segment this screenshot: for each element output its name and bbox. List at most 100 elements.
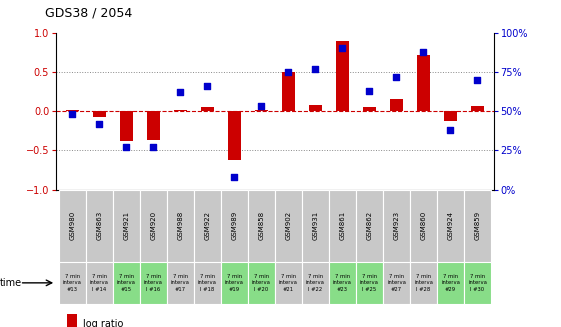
Point <box>284 69 293 75</box>
Point <box>176 90 185 95</box>
Bar <box>248 190 275 262</box>
Bar <box>201 107 214 111</box>
Point <box>230 175 239 180</box>
Bar <box>167 190 194 262</box>
Point <box>122 145 131 150</box>
Text: GSM921: GSM921 <box>123 211 130 240</box>
Text: 7 min
interva
l #18: 7 min interva l #18 <box>198 274 217 292</box>
Bar <box>471 107 484 111</box>
Bar <box>228 111 241 160</box>
Bar <box>221 262 248 304</box>
Text: GSM863: GSM863 <box>96 211 102 240</box>
Bar <box>417 55 430 111</box>
Bar <box>437 262 464 304</box>
Bar <box>113 190 140 262</box>
Bar <box>248 262 275 304</box>
Text: 7 min
interva
l #25: 7 min interva l #25 <box>360 274 379 292</box>
Bar <box>309 105 322 111</box>
Bar <box>67 314 77 327</box>
Bar <box>140 190 167 262</box>
Text: GSM924: GSM924 <box>448 211 453 240</box>
Bar <box>119 111 133 141</box>
Bar <box>410 190 437 262</box>
Bar <box>329 190 356 262</box>
Text: log ratio: log ratio <box>83 319 123 327</box>
Point <box>446 128 455 133</box>
Text: 7 min
interva
#17: 7 min interva #17 <box>171 274 190 292</box>
Point <box>203 83 212 89</box>
Bar <box>444 111 457 121</box>
Text: GSM989: GSM989 <box>231 211 237 240</box>
Text: GSM920: GSM920 <box>150 211 157 240</box>
Text: 7 min
interva
l #14: 7 min interva l #14 <box>90 274 109 292</box>
Point <box>419 49 428 54</box>
Bar <box>66 110 79 111</box>
Text: 7 min
interva
#23: 7 min interva #23 <box>333 274 352 292</box>
Bar <box>59 262 86 304</box>
Bar <box>383 262 410 304</box>
Bar <box>167 262 194 304</box>
Text: GSM861: GSM861 <box>339 211 346 240</box>
Text: GSM902: GSM902 <box>286 211 291 240</box>
Point <box>68 112 77 117</box>
Point <box>149 145 158 150</box>
Text: GSM858: GSM858 <box>259 211 264 240</box>
Bar <box>356 190 383 262</box>
Text: 7 min
interva
l #20: 7 min interva l #20 <box>252 274 271 292</box>
Bar <box>59 190 86 262</box>
Bar <box>113 262 140 304</box>
Text: 7 min
interva
#13: 7 min interva #13 <box>63 274 82 292</box>
Text: 7 min
interva
#27: 7 min interva #27 <box>387 274 406 292</box>
Bar <box>302 190 329 262</box>
Point <box>95 121 104 126</box>
Text: 7 min
interva
#21: 7 min interva #21 <box>279 274 298 292</box>
Bar <box>173 110 187 111</box>
Text: GSM988: GSM988 <box>177 211 183 240</box>
Bar <box>140 262 167 304</box>
Text: GSM860: GSM860 <box>420 211 426 240</box>
Point <box>338 46 347 51</box>
Bar <box>275 190 302 262</box>
Point <box>392 74 401 79</box>
Bar <box>356 262 383 304</box>
Bar <box>194 190 221 262</box>
Text: 7 min
interva
#15: 7 min interva #15 <box>117 274 136 292</box>
Bar <box>282 72 295 111</box>
Bar <box>146 111 160 140</box>
Text: 7 min
interva
#29: 7 min interva #29 <box>441 274 460 292</box>
Text: 7 min
interva
l #28: 7 min interva l #28 <box>414 274 433 292</box>
Bar <box>335 41 349 111</box>
Text: GSM931: GSM931 <box>312 211 319 240</box>
Bar <box>437 190 464 262</box>
Bar <box>383 190 410 262</box>
Point <box>257 104 266 109</box>
Bar <box>302 262 329 304</box>
Bar <box>86 190 113 262</box>
Text: GSM922: GSM922 <box>204 211 210 240</box>
Text: GSM923: GSM923 <box>393 211 399 240</box>
Point <box>311 66 320 71</box>
Bar <box>93 111 106 117</box>
Text: GSM859: GSM859 <box>475 211 480 240</box>
Text: GDS38 / 2054: GDS38 / 2054 <box>45 7 132 20</box>
Bar <box>464 262 491 304</box>
Bar <box>329 262 356 304</box>
Text: 7 min
interva
#19: 7 min interva #19 <box>225 274 244 292</box>
Point <box>365 88 374 94</box>
Bar <box>86 262 113 304</box>
Text: 7 min
interva
l #22: 7 min interva l #22 <box>306 274 325 292</box>
Text: GSM862: GSM862 <box>366 211 373 240</box>
Text: time: time <box>0 278 22 288</box>
Bar <box>255 110 268 111</box>
Bar <box>362 107 376 111</box>
Bar <box>464 190 491 262</box>
Text: GSM980: GSM980 <box>70 211 75 240</box>
Bar <box>410 262 437 304</box>
Bar <box>390 99 403 111</box>
Point <box>473 77 482 82</box>
Text: 7 min
interva
l #16: 7 min interva l #16 <box>144 274 163 292</box>
Text: 7 min
interva
l #30: 7 min interva l #30 <box>468 274 487 292</box>
Bar <box>194 262 221 304</box>
Bar <box>275 262 302 304</box>
Bar <box>221 190 248 262</box>
